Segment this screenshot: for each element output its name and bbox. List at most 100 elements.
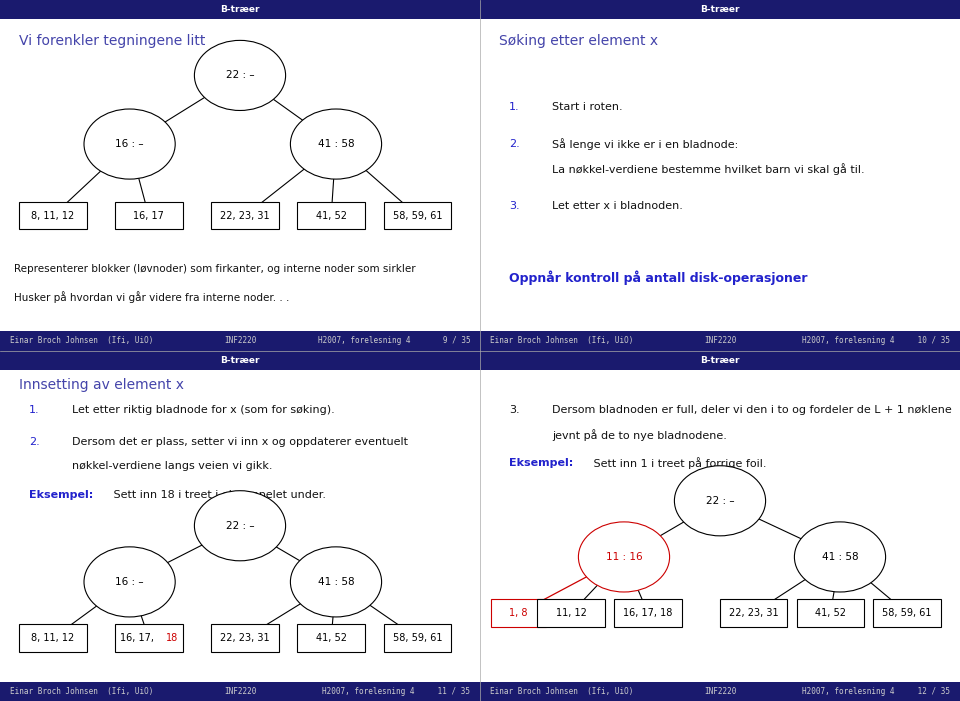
Text: Start i roten.: Start i roten. [552,102,623,111]
Text: 3.: 3. [509,201,519,212]
Text: Einar Broch Johnsen  (Ifi, UiO): Einar Broch Johnsen (Ifi, UiO) [10,336,153,346]
FancyBboxPatch shape [480,681,960,701]
Text: 22, 23, 31: 22, 23, 31 [220,633,270,643]
Text: INF2220: INF2220 [704,336,736,346]
FancyBboxPatch shape [298,625,365,652]
Text: H2007, forelesning 4     10 / 35: H2007, forelesning 4 10 / 35 [803,336,950,346]
Text: 3.: 3. [509,405,519,415]
FancyBboxPatch shape [480,332,960,350]
Text: 22, 23, 31: 22, 23, 31 [729,608,779,618]
Text: B-træer: B-træer [700,5,740,14]
FancyBboxPatch shape [480,0,960,19]
Text: H2007, forelesning 4     12 / 35: H2007, forelesning 4 12 / 35 [803,687,950,696]
Text: 41, 52: 41, 52 [815,608,846,618]
Text: 2.: 2. [29,437,39,447]
Text: 41, 52: 41, 52 [316,211,347,221]
FancyBboxPatch shape [0,332,480,350]
Text: 41 : 58: 41 : 58 [318,577,354,587]
Ellipse shape [795,522,885,592]
Text: INF2220: INF2220 [224,687,256,696]
Text: Sett inn 1 i treet på forrige foil.: Sett inn 1 i treet på forrige foil. [590,458,767,469]
Text: 18: 18 [166,633,178,643]
Ellipse shape [290,547,382,617]
Text: La nøkkel-verdiene bestemme hvilket barn vi skal gå til.: La nøkkel-verdiene bestemme hvilket barn… [552,163,865,175]
Text: 41 : 58: 41 : 58 [318,139,354,149]
Ellipse shape [84,109,176,179]
Text: 41, 52: 41, 52 [316,633,347,643]
FancyBboxPatch shape [19,625,86,652]
FancyBboxPatch shape [0,681,480,701]
Text: Oppnår kontroll på antall disk-operasjoner: Oppnår kontroll på antall disk-operasjon… [509,271,807,285]
Text: Einar Broch Johnsen  (Ifi, UiO): Einar Broch Johnsen (Ifi, UiO) [10,687,153,696]
Text: nøkkel-verdiene langs veien vi gikk.: nøkkel-verdiene langs veien vi gikk. [72,461,273,472]
Text: 1.: 1. [509,102,519,111]
Text: 16, 17, 18: 16, 17, 18 [623,608,673,618]
Text: Eksempel:: Eksempel: [29,489,93,500]
Text: 16 : –: 16 : – [115,577,144,587]
Text: Let etter riktig bladnode for x (som for søking).: Let etter riktig bladnode for x (som for… [72,405,335,415]
FancyBboxPatch shape [538,599,605,627]
Ellipse shape [84,547,176,617]
FancyBboxPatch shape [797,599,864,627]
Text: 58, 59, 61: 58, 59, 61 [393,211,443,221]
Text: 22 : –: 22 : – [706,496,734,506]
Text: 22 : –: 22 : – [226,70,254,81]
Text: Einar Broch Johnsen  (Ifi, UiO): Einar Broch Johnsen (Ifi, UiO) [490,336,633,346]
Text: Så lenge vi ikke er i en bladnode:: Så lenge vi ikke er i en bladnode: [552,138,738,150]
Text: 1, 8: 1, 8 [509,608,528,618]
Text: Vi forenkler tegningene litt: Vi forenkler tegningene litt [19,34,205,48]
Text: Einar Broch Johnsen  (Ifi, UiO): Einar Broch Johnsen (Ifi, UiO) [490,687,633,696]
Text: Representerer blokker (løvnoder) som firkanter, og interne noder som sirkler: Representerer blokker (løvnoder) som fir… [14,264,416,274]
Text: 41 : 58: 41 : 58 [822,552,858,562]
FancyBboxPatch shape [0,350,480,370]
FancyBboxPatch shape [720,599,787,627]
Text: 58, 59, 61: 58, 59, 61 [393,633,443,643]
Text: 16 : –: 16 : – [115,139,144,149]
Text: Sett inn 18 i treet i eksempelet under.: Sett inn 18 i treet i eksempelet under. [110,489,326,500]
FancyBboxPatch shape [614,599,682,627]
Text: Søking etter element x: Søking etter element x [499,34,659,48]
Text: 1.: 1. [29,405,39,415]
FancyBboxPatch shape [211,625,278,652]
Text: 16, 17: 16, 17 [133,211,164,221]
FancyBboxPatch shape [492,599,545,627]
Text: 2.: 2. [509,139,519,149]
Text: Innsetting av element x: Innsetting av element x [19,379,184,393]
Text: H2007, forelesning 4       9 / 35: H2007, forelesning 4 9 / 35 [318,336,470,346]
Text: Husker på hvordan vi går videre fra interne noder. . .: Husker på hvordan vi går videre fra inte… [14,291,290,303]
Text: B-træer: B-træer [220,355,260,365]
Text: B-træer: B-træer [220,5,260,14]
FancyBboxPatch shape [115,625,182,652]
Text: Eksempel:: Eksempel: [509,458,573,468]
Text: 16, 17,: 16, 17, [120,633,154,643]
Text: 22 : –: 22 : – [226,521,254,531]
FancyBboxPatch shape [0,0,480,19]
FancyBboxPatch shape [298,202,365,229]
FancyBboxPatch shape [384,202,451,229]
Text: INF2220: INF2220 [224,336,256,346]
Text: Dersom bladnoden er full, deler vi den i to og fordeler de L + 1 nøklene: Dersom bladnoden er full, deler vi den i… [552,405,951,415]
FancyBboxPatch shape [384,625,451,652]
Text: 22, 23, 31: 22, 23, 31 [220,211,270,221]
Text: H2007, forelesning 4     11 / 35: H2007, forelesning 4 11 / 35 [323,687,470,696]
Text: Let etter x i bladnoden.: Let etter x i bladnoden. [552,201,683,212]
Ellipse shape [578,522,670,592]
FancyBboxPatch shape [480,350,960,370]
Ellipse shape [194,41,286,111]
FancyBboxPatch shape [211,202,278,229]
FancyBboxPatch shape [874,599,941,627]
Text: jevnt på de to nye bladnodene.: jevnt på de to nye bladnodene. [552,429,727,441]
Text: INF2220: INF2220 [704,687,736,696]
Ellipse shape [194,491,286,561]
Text: 11, 12: 11, 12 [556,608,587,618]
Ellipse shape [290,109,382,179]
FancyBboxPatch shape [115,202,182,229]
Ellipse shape [674,465,766,536]
Text: 8, 11, 12: 8, 11, 12 [31,211,75,221]
FancyBboxPatch shape [19,202,86,229]
Text: 8, 11, 12: 8, 11, 12 [31,633,75,643]
Text: B-træer: B-træer [700,355,740,365]
Text: Dersom det er plass, setter vi inn x og oppdaterer eventuelt: Dersom det er plass, setter vi inn x og … [72,437,408,447]
Text: 58, 59, 61: 58, 59, 61 [882,608,932,618]
Text: 11 : 16: 11 : 16 [606,552,642,562]
